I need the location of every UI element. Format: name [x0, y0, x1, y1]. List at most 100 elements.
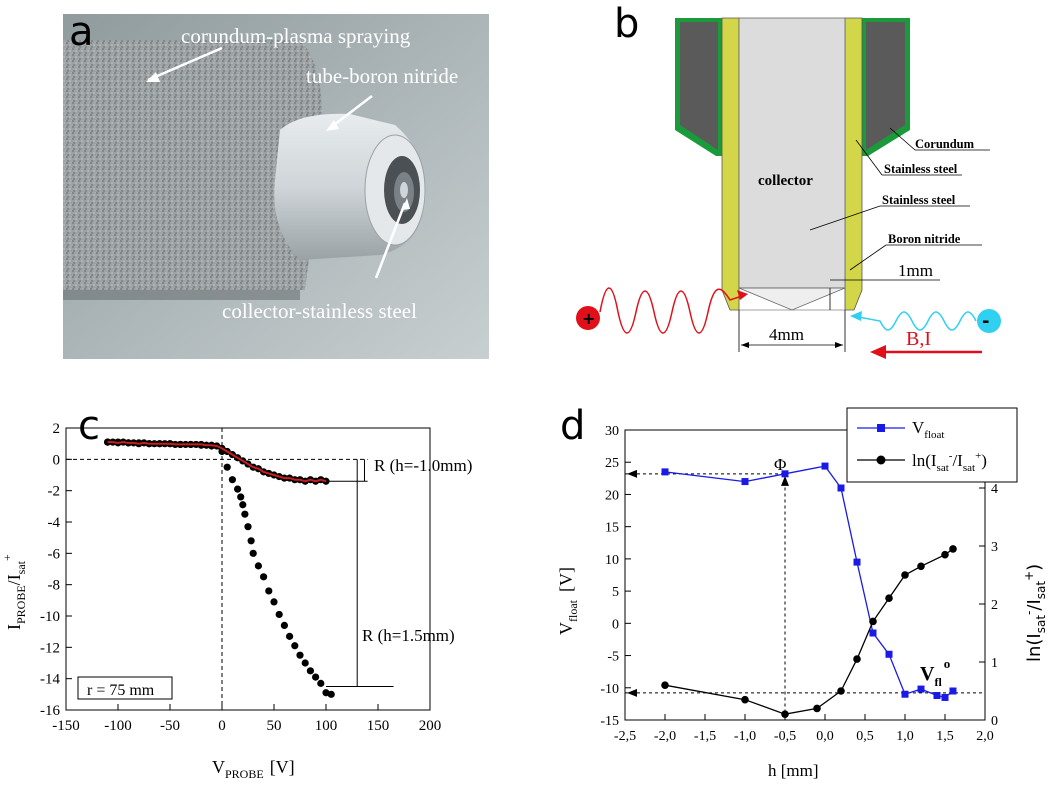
data-point: [312, 673, 320, 681]
x-tick-label: -2,0: [654, 729, 676, 744]
x-tick-label: -150: [52, 718, 80, 734]
data-point: [247, 537, 255, 545]
vfloat-point: [837, 484, 845, 492]
data-point: [306, 667, 314, 675]
arrow-collector: [374, 202, 407, 279]
data-point: [270, 598, 278, 606]
data-point: [254, 562, 262, 570]
ln-ratio-point: [661, 681, 669, 689]
data-point: [296, 651, 304, 659]
ln-ratio-point: [917, 562, 925, 571]
x-tick-label: -2,5: [614, 729, 636, 744]
y-left-tick-label: 25: [605, 456, 619, 471]
x-tick-label: 0: [218, 718, 226, 734]
x-tick-label: -0,5: [774, 729, 796, 744]
legend-ln: ln(Isat-/Isat+): [912, 450, 987, 474]
y-left-tick-label: 30: [605, 424, 619, 439]
x-tick-label: -1,0: [734, 729, 756, 744]
minus-label: -: [982, 311, 989, 332]
arrow-head: [781, 475, 789, 486]
y-tick-label: 0: [53, 452, 61, 468]
panel-a: corundum-plasma spraying tube-boron nitr…: [0, 0, 520, 400]
chart-iv-curve: -150 -100 -50 0 50 100 150 200 2 0 -2 -4 -6 -8 -10 -12 -…: [0, 421, 472, 781]
annot-vfl: Vflo: [920, 656, 950, 689]
y-left-tick-label: 20: [605, 488, 619, 503]
x-tick-label: 100: [315, 718, 338, 734]
data-point: [275, 610, 283, 619]
vfloat-point: [949, 687, 957, 695]
legend-vfloat: Vfloat: [912, 418, 944, 441]
y-tick-label: -4: [48, 515, 61, 531]
label-corundum-b: Corundum: [915, 137, 975, 151]
vfloat-point: [901, 690, 909, 698]
y-right-axis-label: ln(Isat-/Isat+): [1022, 564, 1048, 662]
ln-ratio-point: [869, 617, 877, 626]
x-tick-label: 1,0: [896, 729, 914, 744]
y-right-tick-label: 2: [991, 598, 998, 613]
y-left-tick-label: -15: [600, 714, 619, 729]
plot-frame: [624, 429, 986, 721]
y-tick-label: -8: [48, 578, 61, 594]
x-tick-label: 200: [419, 718, 442, 734]
data-point: [260, 573, 268, 581]
panel-letter-a: a: [69, 9, 94, 55]
y-tick-label: -14: [40, 672, 60, 688]
annot-phi: Φ: [774, 455, 786, 474]
plot-frame: [65, 427, 431, 711]
arrow-tube: [329, 95, 373, 129]
vfloat-point: [853, 558, 861, 566]
y-right-tick-label: 0: [991, 714, 998, 729]
arrow-corundum: [147, 46, 223, 82]
vfloat-point: [741, 478, 749, 486]
y-left-axis-label: Vfloat[V]: [556, 567, 580, 635]
y-left-tick-label: 5: [612, 585, 619, 600]
x-axis-label-d: h [mm]: [768, 761, 819, 780]
y-left-tick-label: -10: [600, 682, 619, 697]
data-point: [239, 501, 247, 509]
y-right-tick-label: 4: [991, 482, 998, 497]
y-right-tick-label: 1: [991, 656, 998, 671]
y-tick-label: -12: [40, 640, 60, 656]
legend-marker-ln: [876, 455, 886, 465]
vfloat-point: [941, 693, 949, 701]
data-point: [228, 476, 236, 484]
label-gap: 1mm: [898, 261, 933, 280]
y-tick-label: -16: [40, 703, 60, 719]
data-point: [327, 690, 335, 698]
vfloat-point: [917, 685, 925, 693]
y-left-tick-label: -5: [607, 650, 619, 665]
probe-schematic: collector Corundum Stainless steel Stain…: [576, 17, 1001, 359]
data-point: [280, 621, 288, 629]
label-corundum: corundum-plasma spraying: [181, 24, 411, 48]
x-tick-label: -1,5: [694, 729, 716, 744]
ln-ratio-point: [813, 704, 821, 713]
y-right-tick-label: 3: [991, 540, 998, 555]
radius-box: [77, 676, 173, 700]
x-axis-label: VPROBE [V]: [212, 757, 295, 781]
y-left-tick-label: 0: [612, 617, 619, 632]
ln-ratio-point: [853, 655, 861, 663]
panel-letter-c: c: [78, 403, 100, 449]
legend-box: [846, 407, 1018, 483]
vfloat-point: [661, 468, 669, 476]
x-tick-label: -100: [104, 718, 132, 734]
electron-path-wave: [852, 311, 977, 331]
ion-path-wave: [599, 287, 746, 334]
ln-ratio-point: [781, 710, 789, 718]
vfloat-point: [821, 462, 829, 470]
electron-icon: [977, 309, 1001, 333]
positive-ion-icon: [576, 306, 600, 330]
label-steel-2: Stainless steel: [882, 193, 956, 207]
x-tick-label: 2,0: [976, 729, 994, 744]
y-left-tick-label: 15: [605, 521, 619, 536]
vfloat-line: [664, 465, 954, 699]
data-point: [241, 510, 249, 518]
x-tick-label: 0,5: [856, 729, 874, 744]
ln-ratio-point: [941, 550, 949, 559]
x-tick-label: 150: [367, 718, 390, 734]
y-tick-label: -10: [40, 609, 60, 625]
y-tick-label: -6: [48, 546, 61, 562]
panel-d: -2,5 -2,0 -1,5 -1,0 -0,5 0,0 0,5 1,0 1,5 2,0 30 25 2…: [520, 400, 1049, 783]
vfloat-point: [885, 650, 893, 658]
vfloat-point: [869, 629, 877, 637]
